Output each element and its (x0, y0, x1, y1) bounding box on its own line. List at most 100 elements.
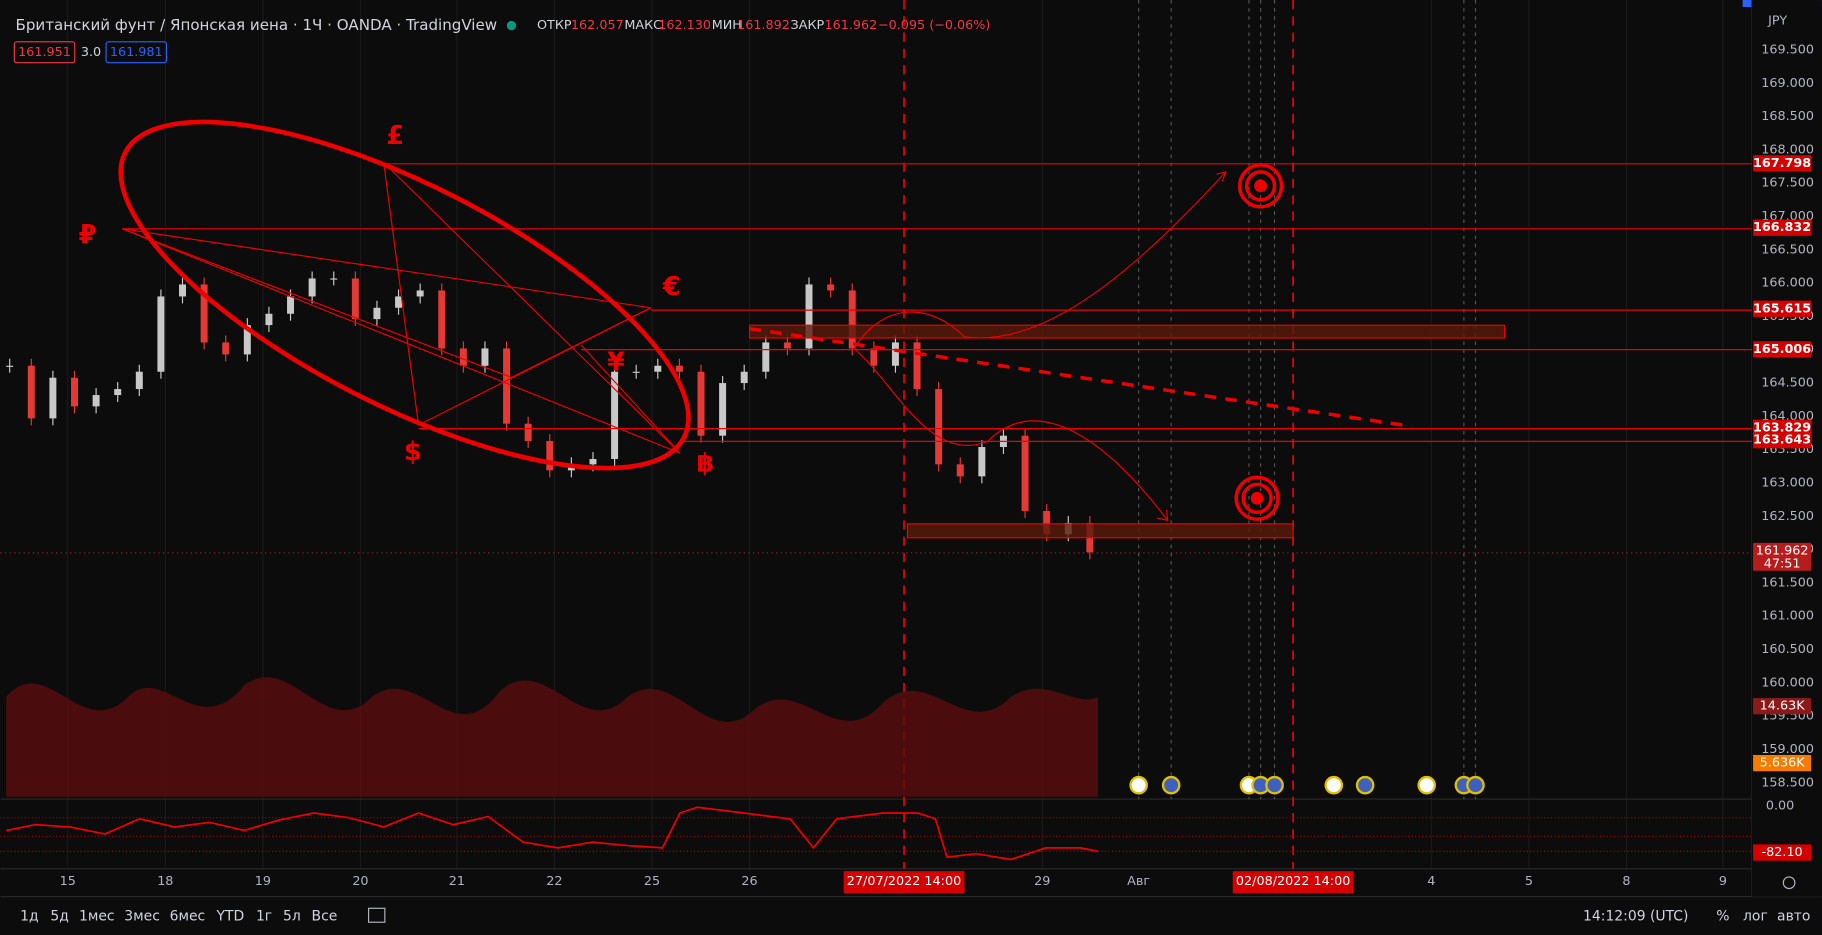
time-label: 18 (157, 874, 173, 889)
drawing-symbol: ¥ (607, 348, 625, 378)
price-label: 161.500 (1761, 575, 1814, 590)
volume-badge-text: 14.63K (1760, 699, 1806, 714)
candle-body (524, 423, 532, 442)
price-label: 166.500 (1761, 242, 1814, 257)
range-button[interactable]: Все (312, 908, 338, 924)
candle-body (611, 371, 619, 460)
time-label: 8 (1622, 874, 1630, 889)
ohlc-label: ЗАКР (791, 18, 825, 33)
candle-body (330, 278, 338, 280)
price-label: 161.000 (1761, 609, 1814, 624)
candle-body (978, 447, 986, 477)
price-label: 166.000 (1761, 276, 1814, 291)
candle-body (265, 313, 273, 326)
settings-icon[interactable] (1782, 876, 1796, 890)
candle-body (654, 365, 662, 372)
price-badge (1753, 300, 1812, 317)
drawing-symbol: $ (404, 437, 422, 467)
sell-button[interactable] (13, 41, 76, 64)
oscillator-badge (1753, 844, 1812, 861)
range-button[interactable]: 1г (256, 908, 272, 924)
event-icons (1129, 775, 1485, 795)
price-axis (1751, 0, 1822, 897)
oscillator-levels (0, 817, 1752, 852)
price-label: 168.500 (1761, 109, 1814, 124)
candle-body (481, 348, 489, 366)
candle-body (762, 342, 770, 372)
time-label: 26 (741, 874, 757, 889)
price-badge (1753, 432, 1812, 449)
time-label: Авг (1127, 874, 1150, 889)
price-label: 160.000 (1761, 675, 1814, 690)
candle-body (675, 365, 683, 372)
volume-badge (1753, 698, 1812, 715)
time-badge-text: 27/07/2022 14:00 (847, 874, 961, 889)
price-label: 159.000 (1761, 742, 1814, 757)
range-button[interactable]: 6мес (170, 908, 206, 924)
oscillator-line (6, 806, 1099, 861)
scale-option[interactable]: лог (1743, 908, 1768, 924)
candle-body (589, 459, 597, 465)
buy-button[interactable] (105, 41, 168, 64)
range-button[interactable]: 1д (20, 908, 38, 924)
price-badge-text: 165.615 (1753, 301, 1811, 316)
event-lines (1138, 0, 1477, 800)
price-badge-text: 166.832 (1753, 220, 1811, 235)
oscillator-label: 0.00 (1766, 799, 1794, 814)
ohlc-label: МАКС (624, 18, 662, 33)
candle-body (632, 371, 640, 373)
ohlc-value: 162.057 (571, 18, 624, 33)
candle-body (373, 307, 381, 320)
candle-body (308, 278, 316, 297)
range-button[interactable]: YTD (215, 908, 244, 924)
change: −0.095 (−0.06%) (878, 18, 991, 33)
drawing-symbol: £ (386, 121, 404, 151)
price-label: 169.500 (1761, 42, 1814, 57)
candle-body (1021, 435, 1029, 511)
ohlc-value: 162.130 (658, 18, 711, 33)
date-range-icon[interactable] (368, 907, 386, 923)
price-badge (1753, 341, 1812, 358)
time-label: 29 (1034, 874, 1050, 889)
price-label: 162.500 (1761, 509, 1814, 524)
volume-badge (1753, 754, 1812, 772)
candle-body (351, 278, 359, 320)
time-label: 22 (546, 874, 562, 889)
volume-area (6, 677, 1099, 797)
last-price: 161.962 (1756, 543, 1809, 558)
candle-body (546, 441, 554, 471)
range-button[interactable]: 1мес (79, 908, 115, 924)
ohlc-value: 161.892 (737, 18, 790, 33)
range-button[interactable]: 5л (283, 908, 301, 924)
range-button[interactable]: 5д (50, 908, 68, 924)
candle-body (459, 348, 467, 366)
candle-body (92, 395, 100, 407)
candle-body (71, 377, 78, 407)
scale-option[interactable]: % (1716, 908, 1729, 924)
price-label: 169.000 (1761, 76, 1814, 91)
price-label: 163.000 (1761, 475, 1814, 490)
candle-body (805, 284, 813, 349)
time-label: 19 (255, 874, 271, 889)
candle-body (848, 290, 856, 349)
scale-option[interactable]: авто (1777, 908, 1810, 924)
clock: 14:12:09 (UTC) (1583, 908, 1688, 924)
drawings (118, 119, 1752, 539)
price-badge-text: 167.798 (1753, 156, 1811, 171)
candle-body (697, 371, 705, 436)
symbol-title: Британский фунт / Японская иена · 1Ч · O… (15, 16, 497, 34)
spread: 3.0 (81, 45, 101, 60)
currency: JPY (1767, 13, 1787, 28)
candle-body (179, 284, 186, 297)
volume-badge-text: 5.636K (1760, 756, 1806, 771)
price-label: 160.500 (1761, 642, 1814, 657)
candle-body (956, 464, 964, 477)
price-badge-text: 163.829 (1753, 420, 1811, 435)
price-badge (1753, 219, 1812, 236)
candle-body (935, 389, 943, 465)
price-label: 164.500 (1761, 376, 1814, 391)
range-button[interactable]: 3мес (124, 908, 160, 924)
candle-body (416, 290, 424, 297)
candle-body (157, 296, 165, 372)
